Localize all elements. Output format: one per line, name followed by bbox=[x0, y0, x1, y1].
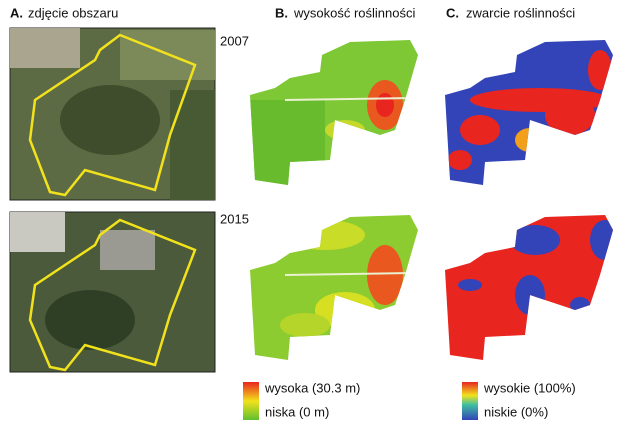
year-label: 2015 bbox=[220, 211, 249, 226]
legend-high: wysokie (100%) bbox=[483, 380, 576, 395]
color-scale bbox=[462, 382, 478, 420]
height-map bbox=[250, 40, 418, 185]
canopy-map bbox=[445, 215, 613, 360]
panel-title: wysokość roślinności bbox=[293, 5, 415, 20]
legend-low: niska (0 m) bbox=[265, 404, 329, 419]
panel-title: zwarcie roślinności bbox=[466, 5, 575, 20]
height-map bbox=[250, 215, 418, 360]
color-scale bbox=[243, 382, 259, 420]
canopy-map bbox=[445, 40, 613, 185]
panel-label: C. bbox=[446, 5, 459, 20]
panel-label: A. bbox=[10, 5, 23, 20]
legend-high: wysoka (30.3 m) bbox=[264, 380, 360, 395]
year-label: 2007 bbox=[220, 33, 249, 48]
aerial-photo bbox=[9, 211, 216, 373]
aerial-photo bbox=[9, 27, 216, 201]
legend-low: niskie (0%) bbox=[484, 404, 548, 419]
panel-title: zdjęcie obszaru bbox=[28, 5, 118, 20]
panel-label: B. bbox=[275, 5, 288, 20]
